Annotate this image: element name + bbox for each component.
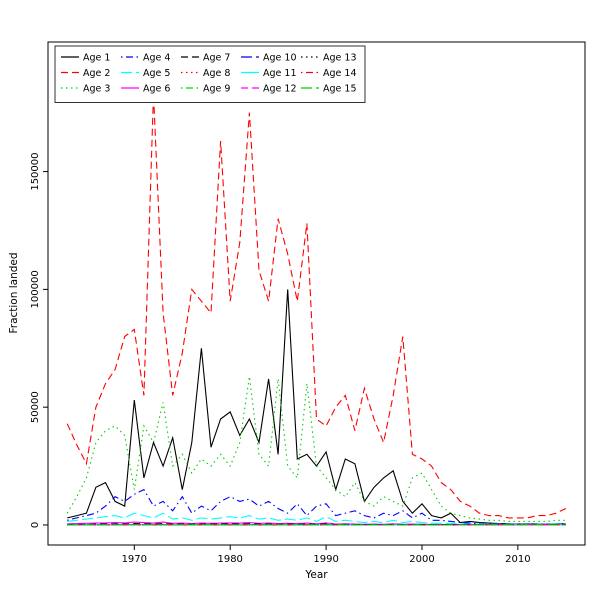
legend-label-age-9: Age 9 xyxy=(203,84,230,95)
series-line-age-4 xyxy=(67,488,566,525)
y-tick-label: 150000 xyxy=(30,152,41,190)
legend-item-age-8: Age 8 xyxy=(181,68,230,79)
legend-label-age-2: Age 2 xyxy=(83,68,110,79)
legend-label-age-11: Age 11 xyxy=(263,68,296,79)
x-tick-label: 1990 xyxy=(313,554,338,565)
series-line-age-2 xyxy=(66,93,567,519)
x-axis-title: Year xyxy=(305,569,328,581)
series-line-age-7 xyxy=(67,523,566,526)
legend-label-age-6: Age 6 xyxy=(143,84,170,95)
legend-item-age-13: Age 13 xyxy=(301,53,356,64)
legend-item-age-11: Age 11 xyxy=(241,68,296,79)
x-tick-label: 2010 xyxy=(505,554,530,565)
legend-label-age-1: Age 1 xyxy=(83,53,110,64)
legend-label-age-4: Age 4 xyxy=(143,53,170,64)
y-tick-label: 100000 xyxy=(30,270,41,308)
series-line-age-3 xyxy=(66,376,566,522)
y-tick-label: 0 xyxy=(30,522,41,528)
legend-item-age-15: Age 15 xyxy=(301,84,356,95)
legend-label-age-15: Age 15 xyxy=(323,84,356,95)
legend-label-age-7: Age 7 xyxy=(203,53,230,64)
legend-label-age-12: Age 12 xyxy=(263,84,296,95)
legend-item-age-12: Age 12 xyxy=(241,84,296,95)
legend-item-age-10: Age 10 xyxy=(241,53,296,64)
legend-label-age-10: Age 10 xyxy=(263,53,296,64)
legend-label-age-5: Age 5 xyxy=(143,68,170,79)
legend-label-age-3: Age 3 xyxy=(83,84,110,95)
legend-label-age-13: Age 13 xyxy=(323,53,356,64)
y-tick-label: 50000 xyxy=(30,391,41,423)
legend-item-age-6: Age 6 xyxy=(121,84,170,95)
legend-item-age-5: Age 5 xyxy=(121,68,170,79)
x-tick-label: 2000 xyxy=(409,554,434,565)
legend-item-age-14: Age 14 xyxy=(301,68,356,79)
legend-box xyxy=(54,45,366,103)
legend-item-age-9: Age 9 xyxy=(181,84,230,95)
x-tick-label: 1970 xyxy=(122,554,147,565)
legend-item-age-1: Age 1 xyxy=(61,53,110,64)
legend-item-age-7: Age 7 xyxy=(181,53,230,64)
legend-label-age-14: Age 14 xyxy=(323,68,356,79)
legend-label-age-8: Age 8 xyxy=(203,68,230,79)
legend-item-age-3: Age 3 xyxy=(61,84,110,95)
y-axis-title: Fraction landed xyxy=(8,252,20,334)
series-line-age-1 xyxy=(67,289,566,525)
legend-item-age-2: Age 2 xyxy=(61,68,110,79)
series-line-age-5 xyxy=(67,512,566,525)
plot-box xyxy=(47,41,586,546)
x-tick-label: 1980 xyxy=(217,554,242,565)
legend-item-age-4: Age 4 xyxy=(121,53,170,64)
